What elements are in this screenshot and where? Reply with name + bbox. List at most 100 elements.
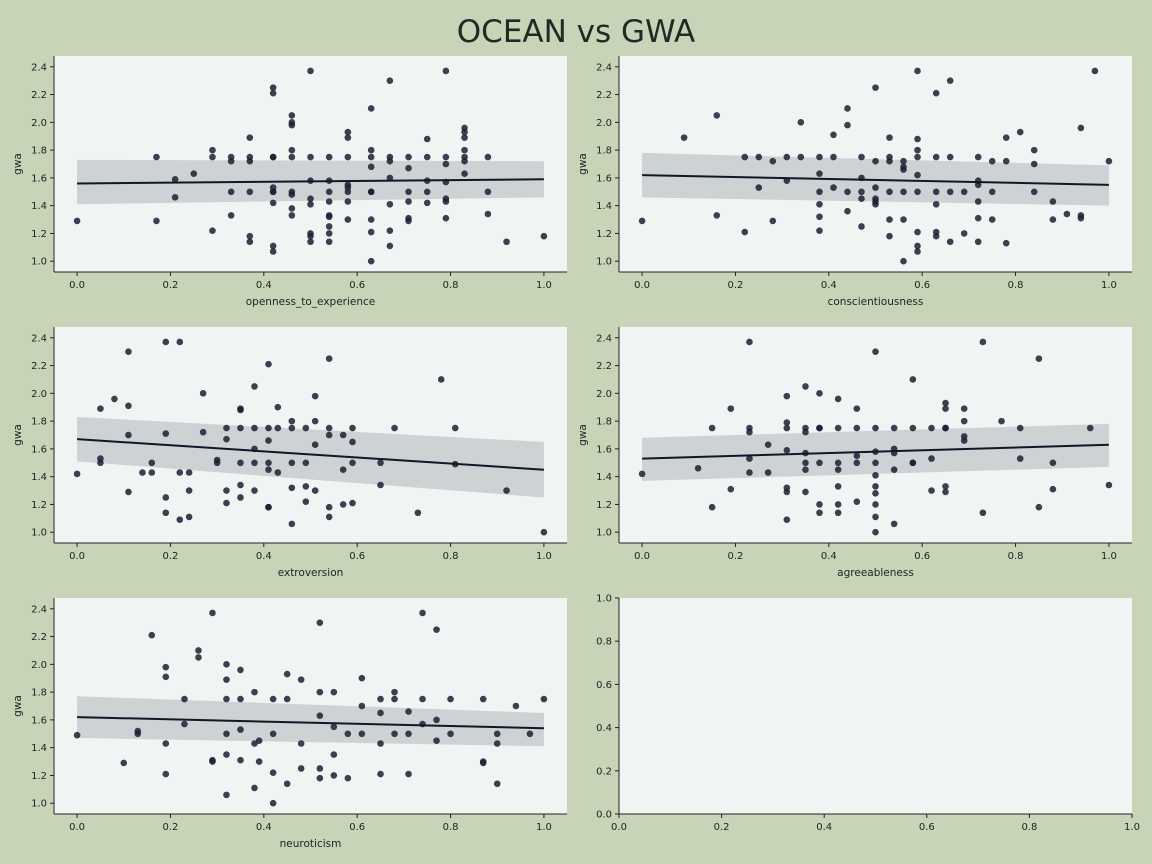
y-tick-label: 1.8 [596, 146, 612, 157]
data-point [325, 238, 333, 246]
data-point [316, 619, 324, 626]
x-tick-label: 0.8 [443, 551, 459, 562]
data-point [195, 654, 202, 661]
x-tick-label: 0.0 [69, 551, 85, 562]
data-point [358, 674, 366, 682]
data-point [269, 242, 277, 250]
data-point [942, 488, 949, 496]
data-point [872, 513, 879, 521]
data-point [900, 188, 907, 196]
y-tick-label: 1.2 [596, 229, 612, 240]
data-point [288, 424, 296, 432]
data-point [213, 459, 221, 467]
x-tick-label: 0.6 [349, 280, 365, 291]
data-point [405, 730, 412, 738]
x-tick-label: 0.2 [727, 280, 743, 291]
data-point [886, 188, 893, 196]
data-point [97, 405, 104, 412]
data-point [988, 157, 996, 165]
data-point [1049, 485, 1057, 493]
x-tick-label: 0.4 [256, 822, 272, 833]
data-point [928, 455, 935, 462]
data-point [638, 470, 646, 478]
confidence-band [77, 416, 544, 498]
data-point [171, 194, 179, 201]
data-point [442, 160, 450, 168]
data-point [377, 709, 384, 717]
data-point [746, 455, 753, 462]
data-point [914, 146, 921, 154]
data-point [447, 695, 454, 703]
data-point [872, 471, 879, 479]
data-point [377, 770, 384, 778]
data-point [816, 200, 823, 208]
data-point [325, 431, 333, 439]
figure-title: OCEAN vs GWA [457, 14, 695, 50]
data-point [316, 765, 324, 772]
data-point [451, 424, 459, 432]
y-tick-label: 1.8 [596, 417, 612, 428]
data-point [302, 424, 310, 432]
data-point [237, 406, 244, 414]
data-point [960, 188, 968, 196]
data-point [493, 780, 501, 788]
x-tick-label: 0.8 [1021, 822, 1037, 833]
data-point [377, 459, 384, 467]
x-tick-label: 0.4 [256, 551, 272, 562]
data-point [844, 105, 851, 112]
data-point [974, 198, 982, 205]
data-point [162, 663, 170, 671]
data-point [199, 428, 207, 436]
data-point [269, 799, 277, 807]
subplot-4: 0.0 0.2 0.4 0.6 0.8 1.0 1.0 1.2 1.4 1.6 1.8 2.0 2.2 2… [577, 327, 1132, 579]
data-point [932, 89, 940, 97]
data-point [442, 198, 450, 205]
y-tick-label: 1.6 [31, 444, 47, 455]
data-point [185, 513, 193, 521]
data-point [405, 708, 412, 715]
data-point [223, 435, 230, 443]
y-tick-label: 1.2 [31, 771, 47, 782]
data-point [834, 424, 842, 432]
x-tick-label: 0.4 [256, 280, 272, 291]
y-tick-label: 2.2 [31, 90, 47, 101]
data-point [367, 153, 375, 161]
data-point [269, 188, 277, 196]
data-point [914, 153, 921, 161]
y-tick-label: 1.0 [596, 594, 612, 605]
data-point [311, 417, 319, 425]
data-point [713, 212, 721, 219]
data-point [405, 188, 412, 196]
data-point [484, 188, 492, 196]
x-tick-label: 0.2 [714, 822, 730, 833]
data-point [886, 216, 893, 223]
regression-line [642, 174, 1109, 186]
data-point [1030, 188, 1038, 196]
data-point [307, 238, 314, 246]
data-point [330, 751, 338, 758]
data-point [816, 424, 823, 432]
data-point [932, 153, 940, 161]
data-point [834, 395, 842, 403]
data-point [237, 481, 244, 489]
data-point [288, 205, 296, 212]
y-tick-label: 0.4 [596, 723, 612, 734]
data-point [330, 772, 338, 779]
data-point [125, 402, 132, 410]
data-point [872, 348, 879, 355]
data-point [484, 153, 492, 161]
data-point [974, 214, 982, 222]
x-tick-label: 1.0 [1101, 280, 1117, 291]
data-point [1002, 239, 1010, 247]
data-point [1035, 503, 1043, 511]
data-point [288, 121, 296, 129]
data-point [433, 737, 440, 745]
data-point [1030, 160, 1038, 168]
data-point [960, 405, 968, 412]
data-point [316, 712, 324, 720]
data-point [783, 424, 791, 432]
data-point [237, 494, 244, 501]
data-point [367, 163, 375, 171]
data-point [274, 469, 282, 476]
data-point [816, 153, 823, 161]
